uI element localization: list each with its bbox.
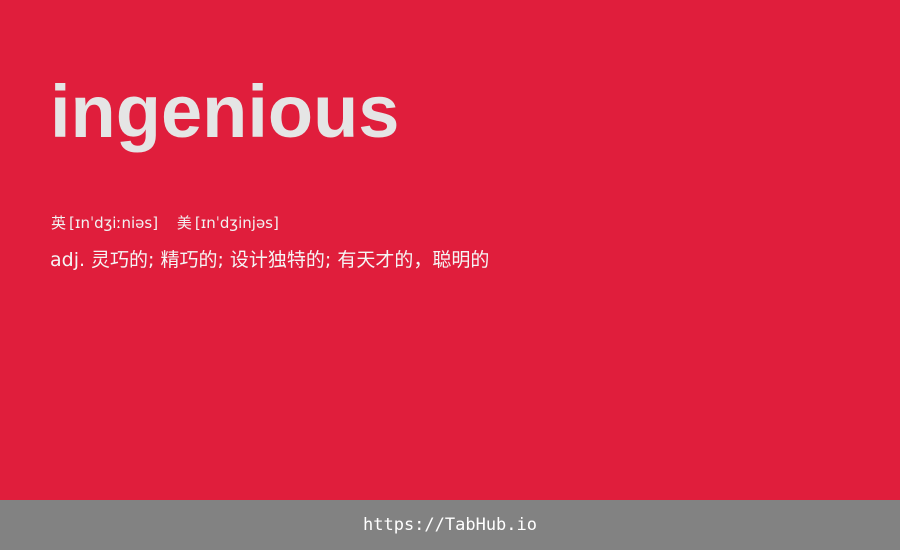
definition: adj. 灵巧的; 精巧的; 设计独特的; 有天才的，聪明的 [50,246,489,274]
tabhub-link[interactable]: https://TabHub.io [363,515,537,535]
headword: ingenious [50,70,400,153]
phonetic-uk-label: 英 [51,214,67,232]
phonetic-uk-ipa: [ɪnˈdʒiːniəs] [69,214,159,232]
phonetics-row: 英 [ɪnˈdʒiːniəs] 美 [ɪnˈdʒinjəs] [51,212,279,234]
phonetic-uk: 英 [ɪnˈdʒiːniəs] [51,212,158,234]
phonetic-us-label: 美 [176,214,192,232]
definition-text: 灵巧的; 精巧的; 设计独特的; 有天才的，聪明的 [91,249,490,271]
word-card: ingenious 英 [ɪnˈdʒiːniəs] 美 [ɪnˈdʒinjəs] a… [50,70,490,274]
phonetic-us-ipa: [ɪnˈdʒinjəs] [194,214,279,232]
phonetic-us: 美 [ɪnˈdʒinjəs] [177,212,279,234]
footer-bar: https://TabHub.io [0,500,900,550]
part-of-speech: adj. [50,249,86,271]
